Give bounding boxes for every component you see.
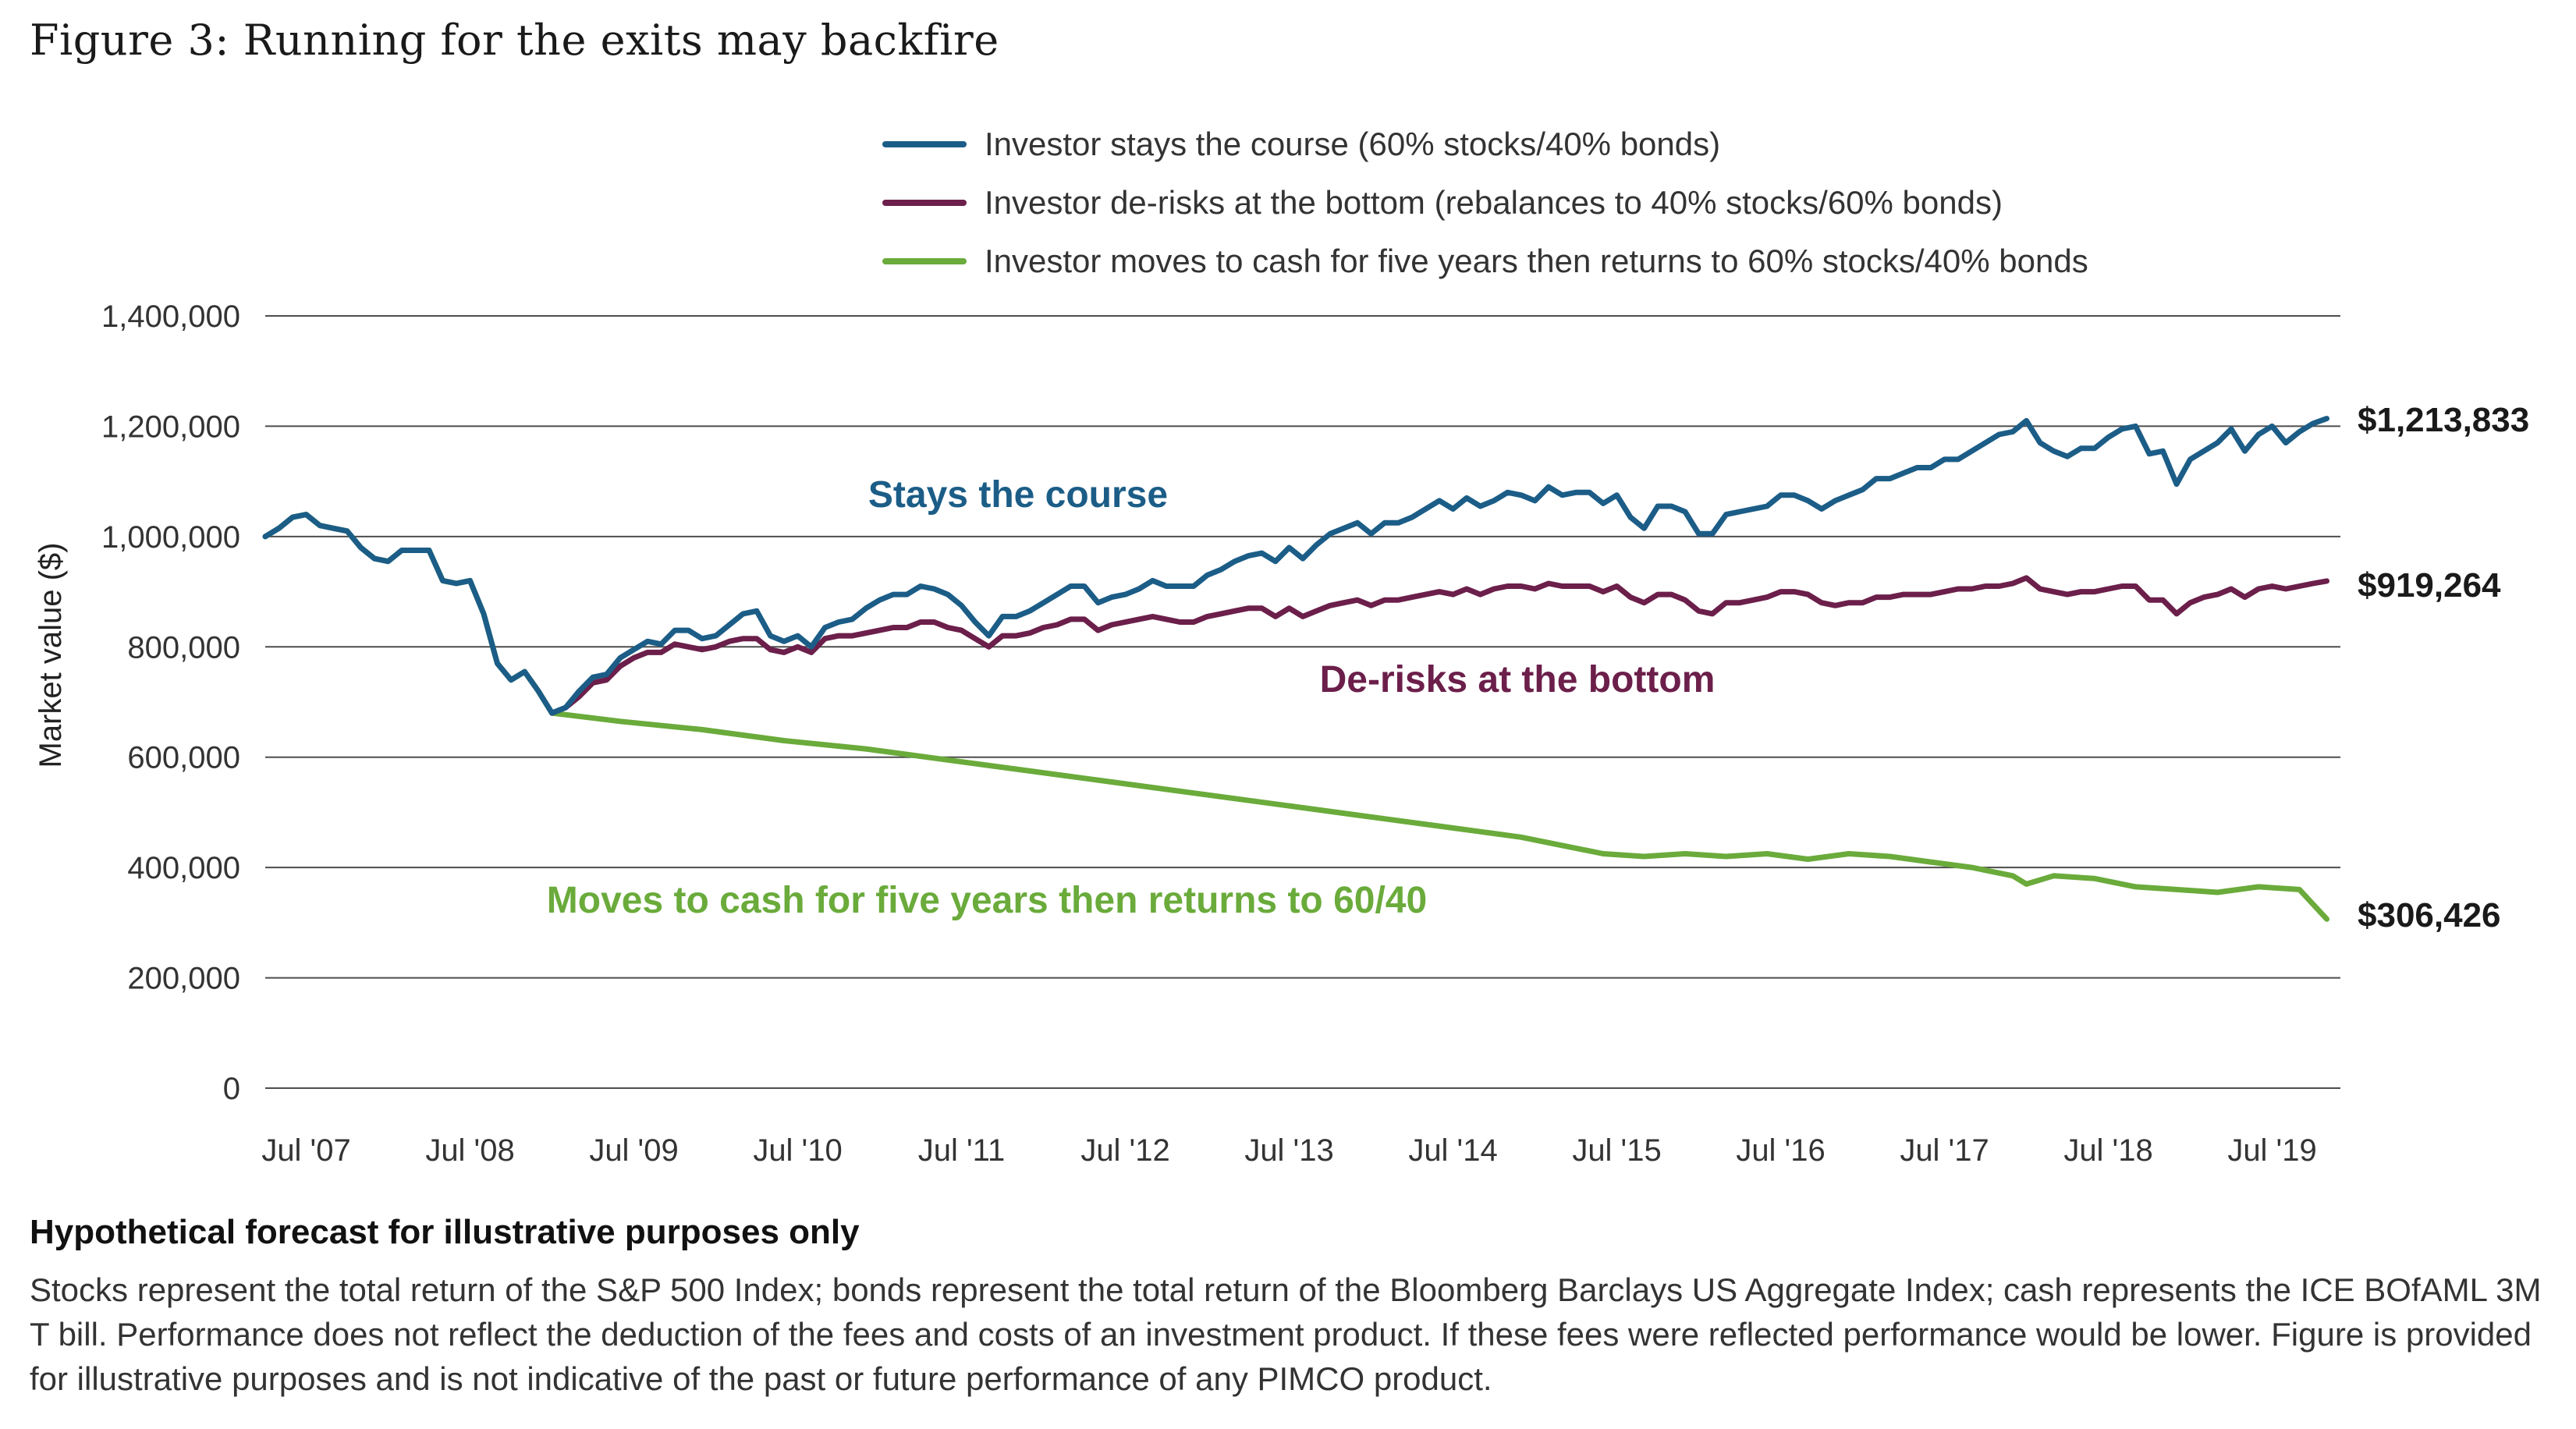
x-tick-label: Jul '12 (1080, 1133, 1169, 1168)
x-tick-label: Jul '13 (1244, 1133, 1333, 1168)
x-tick-label: Jul '17 (1900, 1133, 1989, 1168)
y-tick-label: 400,000 (127, 851, 240, 885)
forecast-disclaimer-heading: Hypothetical forecast for illustrative p… (30, 1213, 860, 1251)
x-tick-label: Jul '10 (753, 1133, 842, 1168)
x-tick-label: Jul '07 (261, 1133, 350, 1168)
series-line-cash (262, 512, 2329, 922)
legend-label: Investor moves to cash for five years th… (985, 243, 2088, 279)
y-tick-label: 1,000,000 (101, 520, 240, 555)
series-line-derisks (549, 575, 2329, 716)
y-axis-label: Market value ($) (34, 543, 68, 768)
x-tick-label: Jul '16 (1736, 1133, 1825, 1168)
x-tick-label: Jul '15 (1572, 1133, 1661, 1168)
y-tick-label: 200,000 (127, 962, 240, 996)
y-axis-ticks: 0 200,000 400,000 600,000 800,000 1,000,000 1,… (101, 300, 240, 1106)
y-tick-label: 1,400,000 (101, 300, 240, 334)
series-label-cash: Moves to cash for five years then return… (547, 880, 1427, 921)
figure-title: Figure 3: Running for the exits may back… (30, 16, 999, 65)
y-tick-label: 1,200,000 (101, 410, 240, 444)
footnote: Stocks represent the total return of the… (30, 1271, 2542, 1397)
x-tick-label: Jul '19 (2227, 1133, 2316, 1168)
x-axis-ticks: Jul '07 Jul '08 Jul '09 Jul '10 Jul '11 Jul '… (261, 1133, 2316, 1168)
legend-label: Investor stays the course (60% stocks/40… (985, 126, 1720, 162)
y-tick-label: 600,000 (127, 741, 240, 775)
chart-series (262, 416, 2329, 922)
x-tick-label: Jul '08 (425, 1133, 514, 1168)
y-tick-label: 800,000 (127, 630, 240, 665)
end-value-stays: $1,213,833 (2358, 401, 2529, 439)
chart-gridlines (265, 315, 2340, 1089)
end-value-derisks: $919,264 (2358, 566, 2501, 605)
series-label-derisks: De-risks at the bottom (1320, 659, 1716, 700)
legend-label: Investor de-risks at the bottom (rebalan… (985, 184, 2003, 221)
chart-annotations: Stays the course $1,213,833 De-risks at th… (547, 401, 2529, 934)
end-value-cash: $306,426 (2358, 896, 2501, 934)
chart-legend: Investor stays the course (60% stocks/40… (882, 126, 2088, 279)
x-tick-label: Jul '11 (918, 1133, 1005, 1168)
series-line-stays (262, 416, 2329, 716)
x-tick-label: Jul '18 (2063, 1133, 2152, 1168)
line-chart: Investor stays the course (60% stocks/40… (34, 126, 2529, 1168)
x-tick-label: Jul '09 (589, 1133, 678, 1168)
series-label-stays: Stays the course (868, 474, 1168, 516)
x-tick-label: Jul '14 (1408, 1133, 1497, 1168)
y-tick-label: 0 (223, 1072, 240, 1106)
